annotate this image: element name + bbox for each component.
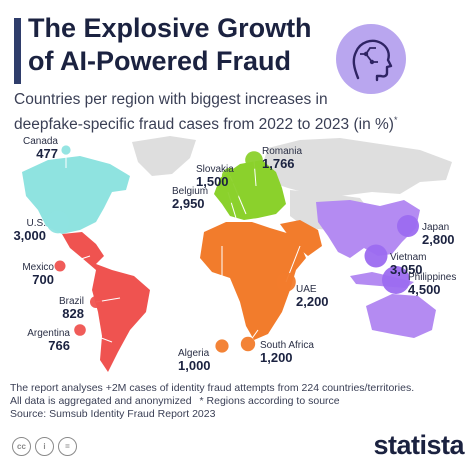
algeria-value-label: 1,000	[178, 358, 211, 373]
footnote-line-2: All data is aggregated and anonymized	[10, 395, 192, 407]
canada-country-label: Canada	[23, 136, 58, 147]
belgium-bubble	[216, 180, 240, 204]
map-latin-america	[62, 232, 150, 372]
japan-country-label: Japan	[422, 222, 449, 233]
brazil-bubble	[90, 296, 102, 308]
map-north-america	[22, 156, 130, 234]
vietnam-bubble	[364, 244, 388, 268]
map-middle-east	[280, 220, 322, 256]
philippines-country-label: Philippines	[408, 272, 456, 283]
algeria-country-label: Algeria	[178, 348, 210, 359]
south-africa-country-label: South Africa	[260, 340, 314, 351]
footnote-line-1: The report analyses +2M cases of identit…	[10, 382, 415, 394]
vietnam-country-label: Vietnam	[390, 252, 427, 263]
title-line-2: of AI-Powered Fraud	[28, 46, 292, 76]
japan-bubble	[397, 215, 419, 237]
license-icons: cc i =	[12, 436, 81, 456]
mexico-bubble	[54, 260, 66, 272]
belgium-value-label: 2,950	[172, 196, 205, 211]
map-asia-pacific	[316, 200, 420, 258]
title-line-1: The Explosive Growth	[28, 13, 312, 43]
argentina-country-label: Argentina	[27, 328, 70, 339]
argentina-value-label: 766	[48, 338, 70, 353]
romania-bubble	[245, 151, 263, 169]
uae-country-label: UAE	[296, 284, 317, 295]
philippines-value-label: 4,500	[408, 282, 441, 297]
philippines-bubble	[382, 266, 410, 294]
mexico-value-label: 700	[32, 272, 54, 287]
map-greenland	[132, 136, 196, 176]
algeria-bubble	[215, 339, 229, 353]
map-australia	[366, 294, 436, 338]
map-africa	[200, 222, 306, 340]
footnote: The report analyses +2M cases of identit…	[10, 382, 470, 421]
canada-value-label: 477	[36, 146, 58, 161]
slovakia-value-label: 1,500	[196, 174, 229, 189]
map-russia	[262, 138, 452, 196]
mexico-country-label: Mexico	[22, 262, 54, 273]
title-accent-bar	[14, 18, 21, 84]
subtitle-line-2: deepfake-specific fraud cases from 2022 …	[14, 116, 394, 134]
vietnam-value-label: 3,050	[390, 262, 423, 277]
slovakia-country-label: Slovakia	[196, 164, 234, 175]
u-s--value-label: 3,000	[13, 228, 46, 243]
nd-icon: =	[58, 437, 77, 456]
cc-icon: cc	[12, 437, 31, 456]
belgium-country-label: Belgium	[172, 186, 208, 197]
u-s--bubble	[46, 210, 70, 234]
canada-bubble	[61, 145, 71, 155]
slovakia-bubble	[221, 167, 239, 185]
subtitle-footnote-mark: *	[393, 115, 398, 125]
chart-subtitle: Countries per region with biggest increa…	[14, 90, 459, 135]
page-title: The Explosive Growth of AI-Powered Fraud	[28, 12, 328, 78]
brazil-value-label: 828	[62, 306, 84, 321]
ai-head-icon	[352, 39, 393, 82]
u-s--country-label: U.S.	[27, 218, 46, 229]
source-line: Source: Sumsub Identity Fraud Report 202…	[10, 408, 216, 420]
subtitle-line-1: Countries per region with biggest increa…	[14, 91, 328, 108]
statista-logo: statista	[373, 430, 464, 460]
footnote-regions-note: * Regions according to source	[199, 395, 340, 407]
romania-value-label: 1,766	[262, 156, 295, 171]
south-africa-value-label: 1,200	[260, 350, 293, 365]
south-africa-bubble	[240, 336, 256, 352]
uae-value-label: 2,200	[296, 294, 329, 309]
romania-country-label: Romania	[262, 146, 302, 157]
bubble-layer	[46, 145, 419, 353]
brazil-country-label: Brazil	[59, 296, 84, 307]
argentina-bubble	[74, 324, 86, 336]
ai-head-badge	[336, 24, 406, 94]
japan-value-label: 2,800	[422, 232, 455, 247]
uae-bubble	[276, 272, 296, 292]
by-icon: i	[35, 437, 54, 456]
